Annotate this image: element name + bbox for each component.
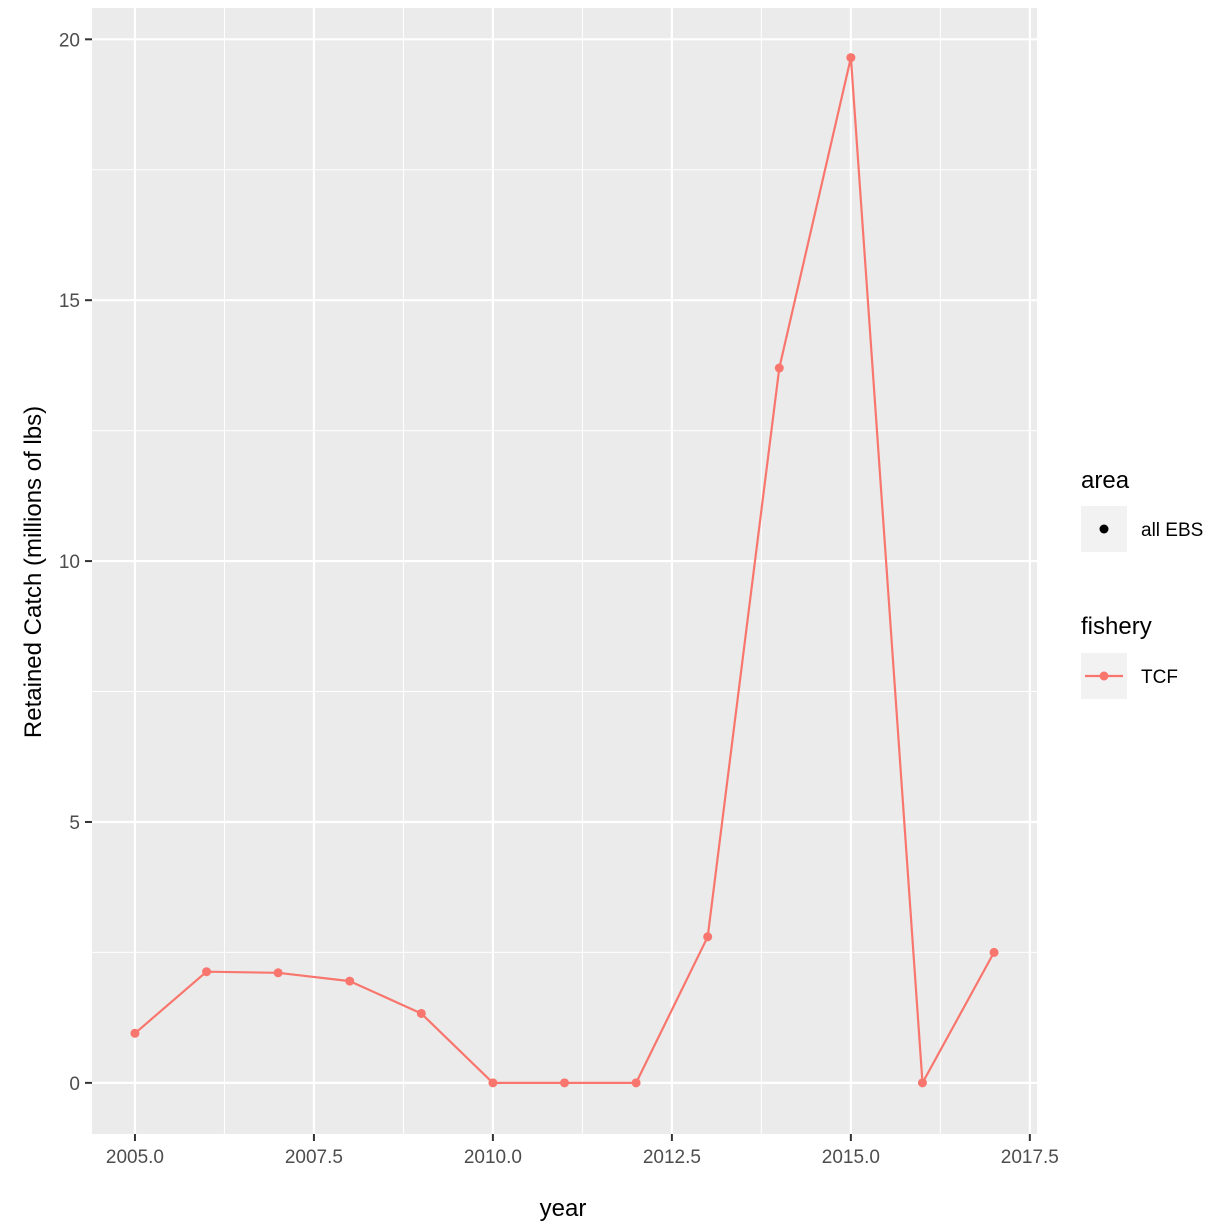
data-point (846, 53, 856, 63)
legend-label-tcf: TCF (1141, 667, 1178, 688)
data-point (774, 363, 784, 373)
data-point (416, 1008, 426, 1018)
data-point (130, 1028, 140, 1038)
x-tick-label: 2015.0 (822, 1147, 880, 1168)
legend-title-fishery: fishery (1081, 613, 1152, 640)
x-tick-label: 2012.5 (643, 1147, 701, 1168)
x-axis-title: year (540, 1195, 587, 1222)
legend: area all EBS fishery TCF (1081, 467, 1203, 699)
y-tick-label: 20 (59, 30, 80, 51)
data-point (488, 1078, 498, 1088)
y-tick-label: 15 (59, 291, 80, 312)
y-tick-label: 5 (69, 813, 80, 834)
plot-panel (92, 8, 1037, 1134)
x-tick-label: 2010.0 (464, 1147, 522, 1168)
x-tick-label: 2007.5 (285, 1147, 343, 1168)
panel-background (92, 8, 1037, 1134)
data-point (917, 1078, 927, 1088)
data-point (560, 1078, 569, 1088)
legend-line-point-icon (1099, 671, 1109, 681)
x-tick-label: 2005.0 (106, 1147, 164, 1168)
x-tick-label: 2017.5 (1001, 1147, 1059, 1168)
data-point (631, 1078, 641, 1088)
series-layer (130, 53, 999, 1088)
data-point (989, 947, 999, 957)
legend-point-icon (1099, 524, 1109, 534)
y-axis-title: Retained Catch (millions of lbs) (20, 406, 47, 738)
y-tick-label: 0 (69, 1074, 80, 1095)
axes-layer: 2005.0 2007.5 2010.0 2012.5 2015.0 2017.5 0 5 10… (59, 30, 1059, 1168)
y-tick-label: 10 (59, 552, 80, 573)
data-point (202, 967, 212, 977)
legend-title-area: area (1081, 467, 1130, 494)
data-point (273, 968, 283, 978)
data-point (345, 976, 355, 986)
legend-label-all-ebs: all EBS (1141, 520, 1203, 541)
data-point (703, 932, 713, 942)
